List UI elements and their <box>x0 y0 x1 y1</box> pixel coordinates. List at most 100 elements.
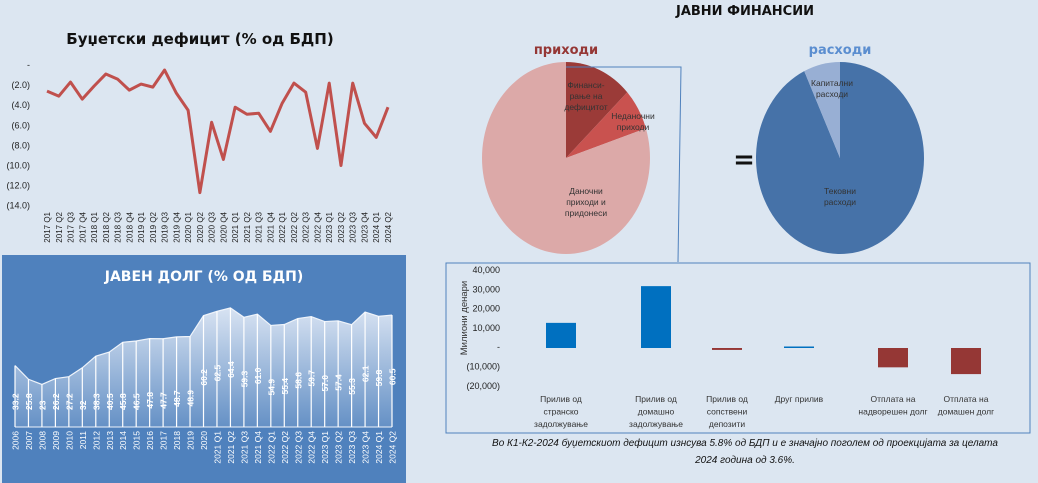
bar-y-tick: - <box>497 342 500 352</box>
debt-value-label: 40.5 <box>105 393 115 410</box>
expenditure-pie-slice-label: Капитални расходи <box>811 78 853 99</box>
expenditure-pie-slice-label: Тековни расходи <box>824 186 856 207</box>
deficit-x-tick: 2019 Q4 <box>172 211 181 242</box>
debt-value-label: 48.7 <box>172 390 182 407</box>
deficit-x-tick: 2021 Q1 <box>231 211 240 242</box>
deficit-chart-title: Буџетски дефицит (% од БДП) <box>66 30 333 48</box>
deficit-x-tick: 2019 Q1 <box>137 211 146 242</box>
debt-x-tick: 2023 Q3 <box>347 431 357 464</box>
deficit-x-tick: 2018 Q2 <box>102 211 111 242</box>
debt-x-tick: 2022 Q2 <box>280 431 290 464</box>
debt-x-tick: 2020 <box>199 431 209 450</box>
deficit-x-tick: 2021 Q3 <box>255 211 264 242</box>
caption-line-2: 2024 година од 3.6%. <box>694 455 795 466</box>
bar-category-label: Прилив од домашно задолжување <box>629 394 683 429</box>
debt-value-label: 61.0 <box>253 367 263 384</box>
budget-deficit-chart: Буџетски дефицит (% од БДП) - (2.0) (4.0) (… <box>6 30 393 243</box>
deficit-x-tick: 2017 Q4 <box>78 211 87 242</box>
debt-value-label: 57.4 <box>334 374 344 391</box>
debt-x-tick: 2008 <box>37 431 47 450</box>
revenue-pie-slice-label: Даночни приходи и придонеси <box>565 186 607 218</box>
deficit-y-tick: (10.0) <box>6 161 30 171</box>
debt-value-label: 48.9 <box>186 390 196 407</box>
debt-value-label: 54.9 <box>266 379 276 396</box>
connector-line <box>566 66 682 263</box>
debt-x-tick: 2021 Q4 <box>253 431 263 464</box>
public-debt-chart: ЈАВЕН ДОЛГ (% ОД БДП) 33.2 2006 25.8 2007 23… <box>2 255 406 483</box>
deficit-x-tick: 2020 Q3 <box>208 211 217 242</box>
deficit-x-tick: 2022 Q4 <box>313 211 322 242</box>
bar-category-label: Прилив од странско задолжување <box>534 394 588 429</box>
bar-category-label: Отплата на надворешен долг <box>858 394 927 417</box>
deficit-x-tick: 2019 Q3 <box>161 211 170 242</box>
bar-category-label: Отплата на домашен долг <box>938 394 994 417</box>
debt-x-tick: 2010 <box>64 431 74 450</box>
debt-value-label: 59.8 <box>374 370 384 387</box>
debt-value-label: 25.8 <box>24 393 34 410</box>
deficit-y-tick: (12.0) <box>6 181 30 191</box>
debt-value-label: 33.2 <box>11 393 21 410</box>
bar-y-tick: 40,000 <box>472 265 500 275</box>
debt-value-label: 23 <box>37 400 47 410</box>
bar-category-label: Прилив од сопствени депозити <box>706 394 748 429</box>
deficit-y-tick: (14.0) <box>6 201 30 211</box>
debt-x-tick: 2024 Q1 <box>374 431 384 464</box>
debt-value-label: 58.6 <box>293 372 303 389</box>
equals-sign: = <box>733 145 755 175</box>
revenue-pie-slice <box>482 62 650 254</box>
debt-x-tick: 2022 Q1 <box>266 431 276 464</box>
debt-value-label: 60.2 <box>199 369 209 386</box>
debt-x-tick: 2016 <box>145 431 155 450</box>
deficit-x-tick: 2019 Q2 <box>149 211 158 242</box>
deficit-x-tick: 2021 Q4 <box>266 211 275 242</box>
debt-x-tick: 2018 <box>172 431 182 450</box>
debt-value-label: 59.3 <box>239 370 249 387</box>
debt-value-label: 46.5 <box>132 393 142 410</box>
deficit-x-tick: 2018 Q1 <box>90 211 99 242</box>
deficit-y-tick: - <box>27 60 30 70</box>
public-finance-title: ЈАВНИ ФИНАНСИИ <box>675 4 814 19</box>
deficit-x-tick: 2017 Q2 <box>55 211 64 242</box>
debt-x-tick: 2015 <box>132 431 142 450</box>
financing-bar-chart: 40,000 30,000 20,000 10,000 - (10,000) (20,000… <box>459 265 994 429</box>
deficit-x-tick: 2022 Q1 <box>278 211 287 242</box>
deficit-x-tick: 2018 Q4 <box>125 211 134 242</box>
revenue-pie-slice-label: Неданочни приходи <box>611 111 655 132</box>
deficit-x-tick: 2020 Q1 <box>184 211 193 242</box>
debt-value-label: 57.0 <box>320 375 330 392</box>
deficit-x-tick: 2021 Q2 <box>243 211 252 242</box>
deficit-x-tick: 2023 Q2 <box>337 211 346 242</box>
debt-x-tick: 2021 Q2 <box>226 431 236 464</box>
debt-x-tick: 2023 Q1 <box>320 431 330 464</box>
debt-x-tick: 2013 <box>105 431 115 450</box>
debt-value-label: 59.7 <box>307 370 317 387</box>
debt-value-label: 62.5 <box>212 365 222 382</box>
deficit-x-tick: 2024 Q1 <box>372 211 381 242</box>
deficit-x-tick: 2020 Q2 <box>196 211 205 242</box>
debt-x-tick: 2023 Q4 <box>361 431 371 464</box>
debt-value-label: 38.3 <box>91 393 101 410</box>
expenditure-title: расходи <box>809 43 872 58</box>
debt-x-tick: 2006 <box>11 431 21 450</box>
bar-category-label: Друг прилив <box>775 394 824 404</box>
revenue-title: приходи <box>534 43 598 58</box>
debt-x-tick: 2017 <box>159 431 169 450</box>
deficit-x-tick: 2017 Q3 <box>67 211 76 242</box>
debt-value-label: 47.7 <box>159 392 169 409</box>
deficit-x-tick: 2022 Q3 <box>302 211 311 242</box>
revenue-pie-slice <box>566 62 628 158</box>
debt-x-tick: 2023 Q2 <box>334 431 344 464</box>
deficit-y-tick: (4.0) <box>11 100 30 110</box>
caption-line-1: Во К1-К2-2024 буџетскиот дефицит изнсува… <box>492 437 998 449</box>
deficit-y-tick: (6.0) <box>11 120 30 130</box>
debt-value-label: 60.5 <box>388 368 398 385</box>
expenditure-pie-slice <box>804 62 840 158</box>
financing-bar <box>951 348 981 375</box>
revenue-pie-slice <box>566 92 646 158</box>
debt-x-tick: 2012 <box>91 431 101 450</box>
deficit-y-tick: (2.0) <box>11 80 30 90</box>
deficit-x-tick: 2024 Q2 <box>384 211 393 242</box>
debt-x-tick: 2021 Q1 <box>212 431 222 464</box>
deficit-x-tick: 2018 Q3 <box>114 211 123 242</box>
